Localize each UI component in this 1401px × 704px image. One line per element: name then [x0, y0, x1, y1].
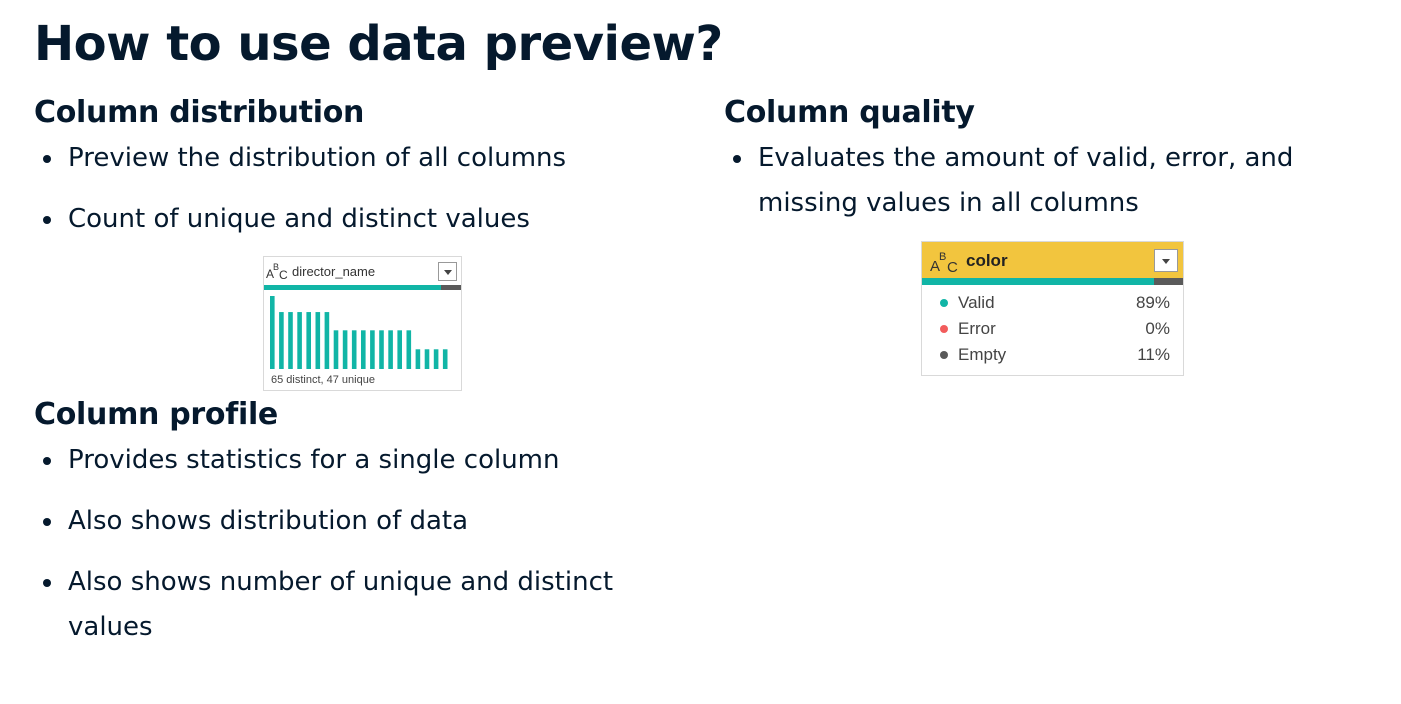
histogram-bar — [388, 330, 393, 369]
column-quality-heading: Column quality — [724, 95, 975, 130]
histogram-bar — [361, 330, 366, 369]
chevron-down-icon[interactable] — [438, 262, 457, 281]
histogram-bar — [270, 296, 275, 369]
histogram-bar — [288, 312, 293, 369]
histogram-bar — [279, 312, 284, 369]
valid-dot-icon — [940, 299, 948, 307]
quality-label: Error — [958, 319, 996, 338]
quality-bar — [264, 285, 461, 290]
histogram-bar — [342, 330, 348, 369]
bullet-item: Count of unique and distinct values — [34, 197, 694, 242]
histogram-bar — [406, 330, 412, 369]
quality-bar-valid — [264, 285, 442, 290]
quality-bar-empty — [441, 285, 461, 290]
bullet-item: Also shows number of unique and distinct… — [34, 560, 694, 650]
histogram-bar — [442, 349, 448, 369]
histogram-bar — [333, 330, 339, 369]
histogram-bar — [433, 349, 439, 369]
quality-row-empty: Empty 11% — [938, 343, 1170, 369]
quality-value: 89% — [1135, 293, 1170, 312]
histogram-bar — [370, 330, 375, 369]
chevron-down-icon[interactable] — [1154, 249, 1178, 272]
histogram-bar — [306, 312, 311, 369]
histogram-bar — [351, 330, 357, 369]
histogram-bar — [315, 312, 321, 369]
histogram-bar — [379, 330, 384, 369]
distinct-unique-caption: 65 distinct, 47 unique — [271, 374, 375, 386]
column-quality-bullets: Evaluates the amount of valid, error, an… — [724, 136, 1364, 226]
quality-label: Valid — [958, 293, 995, 312]
bullet-item: Provides statistics for a single column — [34, 438, 694, 483]
empty-dot-icon — [940, 351, 948, 359]
histogram-bar — [297, 312, 302, 369]
column-distribution-heading: Column distribution — [34, 95, 365, 130]
column-profile-heading: Column profile — [34, 397, 278, 432]
quality-bar-empty — [1154, 278, 1183, 285]
distribution-histogram — [270, 296, 448, 369]
column-name: director_name — [292, 264, 376, 279]
quality-value: 11% — [1137, 345, 1170, 364]
slide-title: How to use data preview? — [34, 16, 723, 72]
histogram-bar — [324, 312, 330, 369]
column-distribution-bullets: Preview the distribution of all columns … — [34, 136, 694, 258]
quality-bar-valid — [922, 278, 1155, 285]
bullet-item: Also shows distribution of data — [34, 499, 694, 544]
column-profile-bullets: Provides statistics for a single column … — [34, 438, 694, 666]
histogram-bar — [415, 349, 421, 369]
quality-value: 0% — [1145, 319, 1170, 338]
quality-row-valid: Valid 89% — [938, 291, 1170, 317]
quality-row-error: Error 0% — [938, 317, 1170, 343]
error-dot-icon — [940, 325, 948, 333]
quality-bar — [922, 278, 1183, 285]
column-name: color — [966, 251, 1008, 270]
bullet-item: Preview the distribution of all columns — [34, 136, 694, 181]
quality-label: Empty — [958, 345, 1007, 364]
quality-stats: Valid 89% Error 0% Empty 11% — [938, 291, 1170, 369]
bullet-item: Evaluates the amount of valid, error, an… — [724, 136, 1364, 226]
histogram-bar — [424, 349, 430, 369]
histogram-bar — [397, 330, 402, 369]
